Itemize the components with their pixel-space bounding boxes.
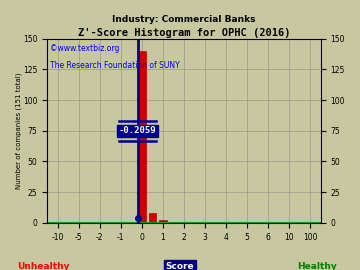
Text: ©www.textbiz.org: ©www.textbiz.org xyxy=(50,44,119,53)
Bar xyxy=(138,51,145,223)
Text: Score: Score xyxy=(166,262,194,270)
Text: Healthy: Healthy xyxy=(297,262,337,270)
Text: -0.2059: -0.2059 xyxy=(119,126,156,135)
Title: Z'-Score Histogram for OPHC (2016): Z'-Score Histogram for OPHC (2016) xyxy=(78,28,290,38)
Title: Industry: Commercial Banks: Industry: Commercial Banks xyxy=(112,15,256,24)
Bar xyxy=(159,220,167,223)
Y-axis label: Number of companies (151 total): Number of companies (151 total) xyxy=(15,72,22,189)
Text: Unhealthy: Unhealthy xyxy=(17,262,69,270)
Bar xyxy=(149,213,156,223)
Text: The Research Foundation of SUNY: The Research Foundation of SUNY xyxy=(50,61,180,70)
